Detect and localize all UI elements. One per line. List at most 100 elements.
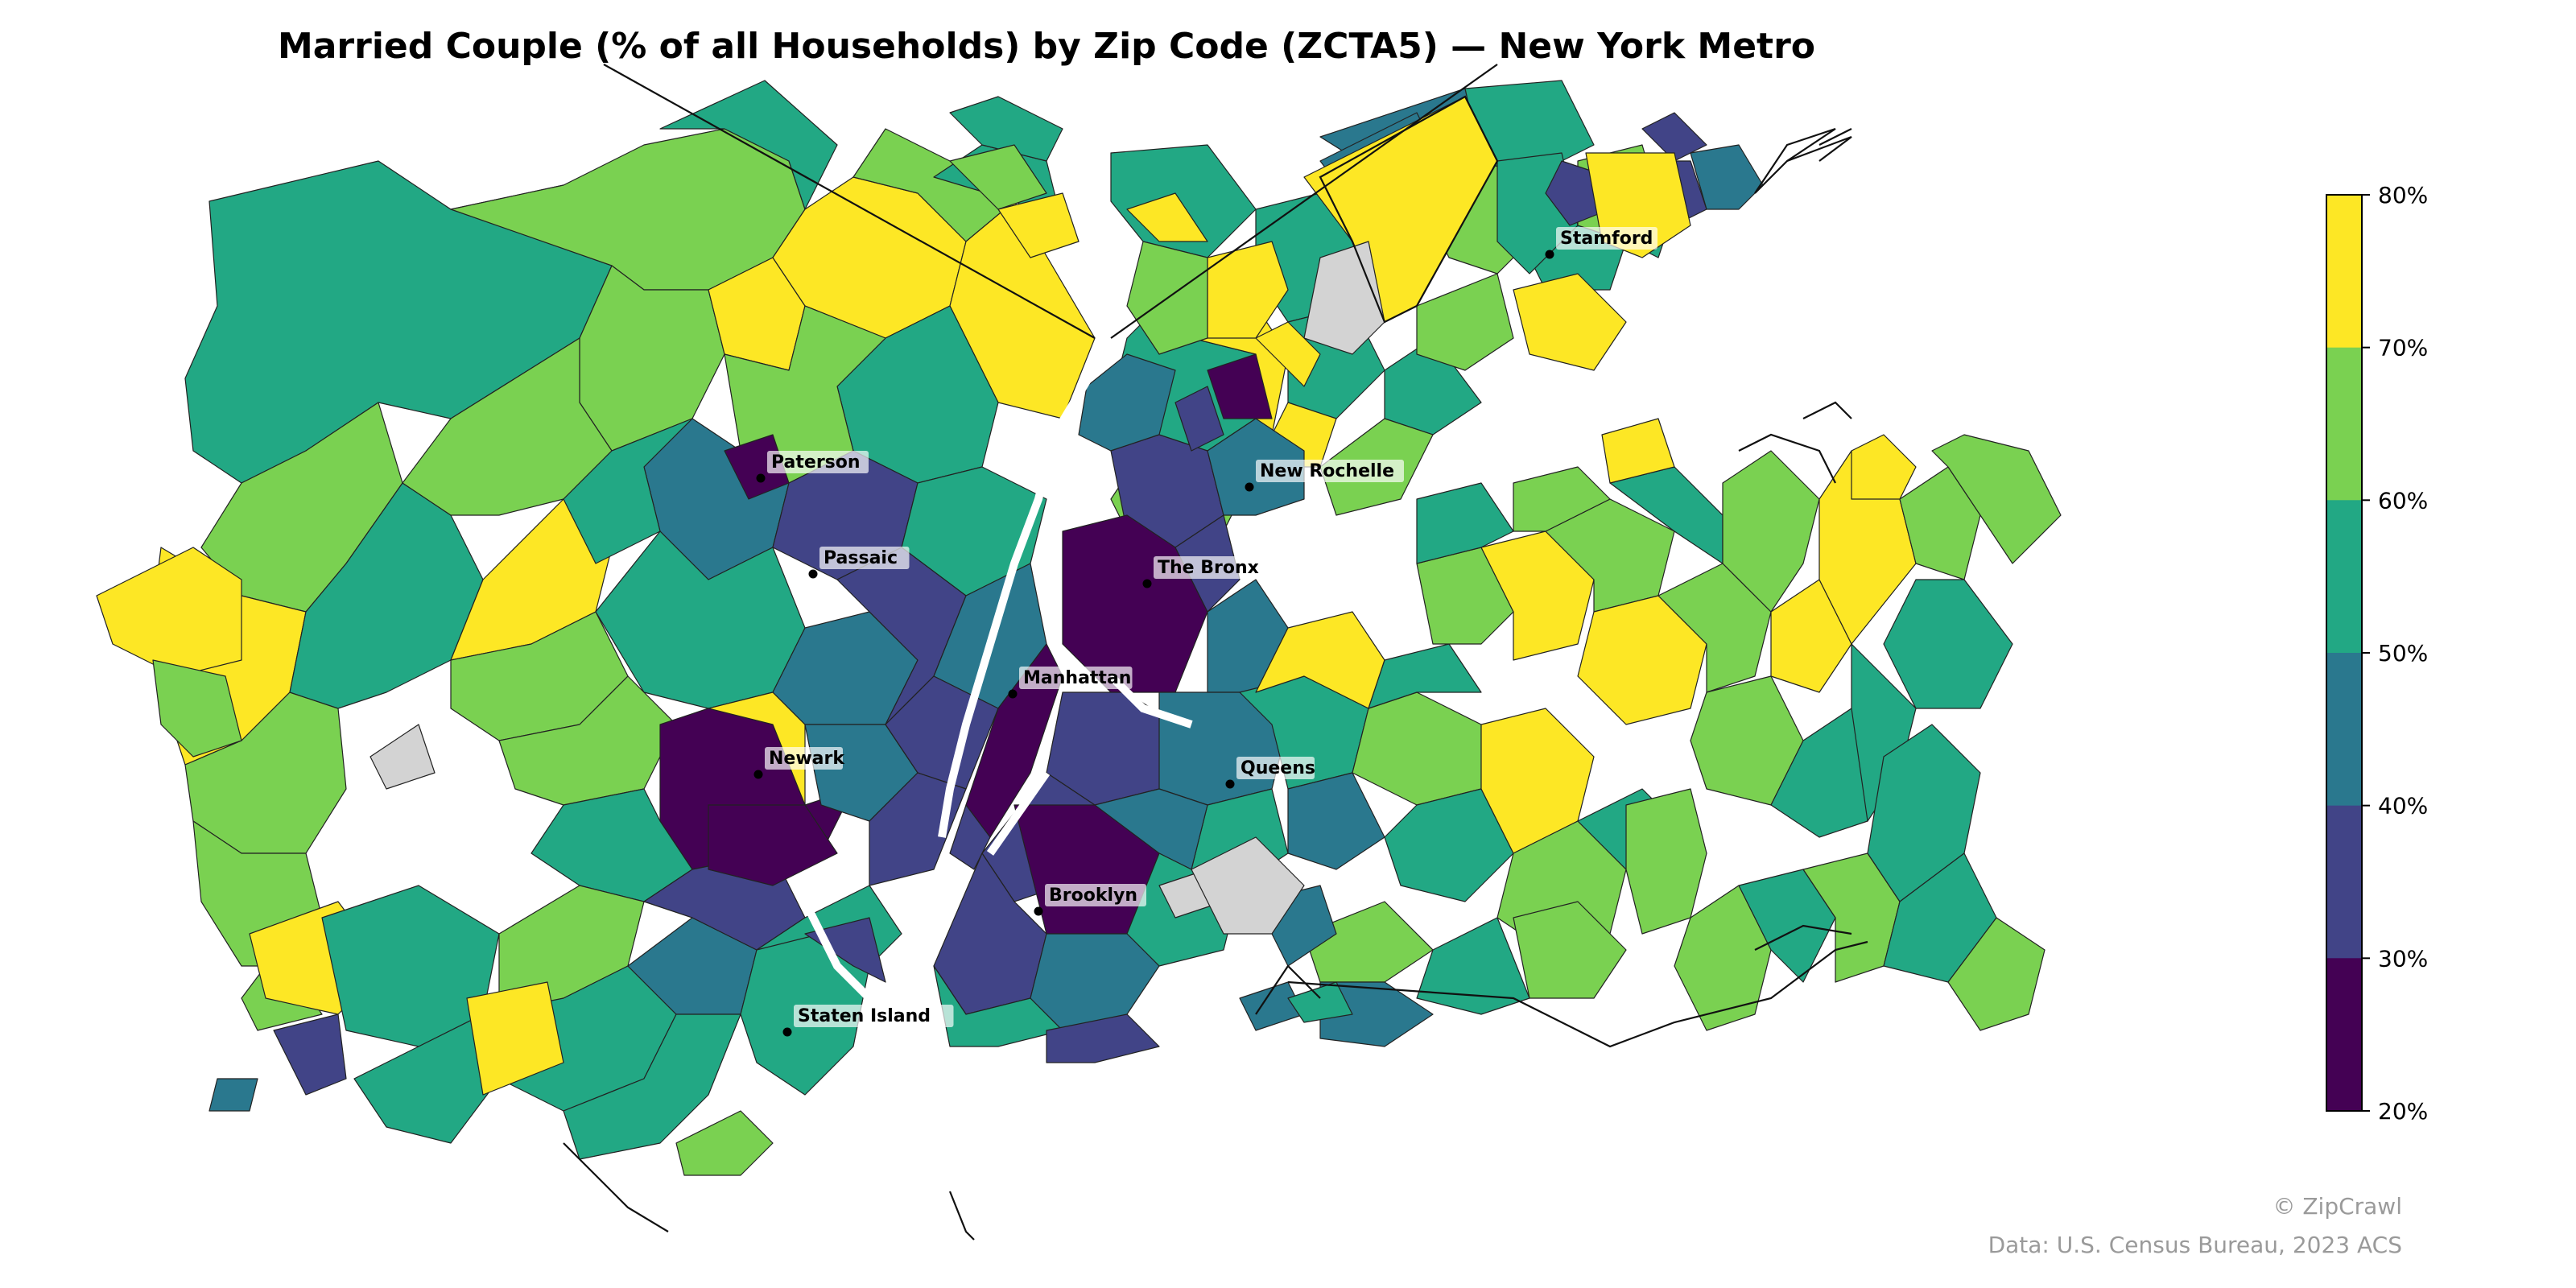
zip-region: [1368, 643, 1482, 709]
place-marker: [1142, 579, 1152, 588]
place-label-bg: [767, 451, 869, 473]
zip-region: [208, 1078, 258, 1112]
zip-region: [949, 804, 991, 870]
boundary-line: [1818, 128, 1852, 146]
place-label: Paterson: [771, 452, 861, 473]
zip-region: [1641, 112, 1707, 162]
zip-region: [1416, 917, 1530, 1015]
boundary-line: [1287, 940, 1868, 1048]
zip-region: [1303, 901, 1434, 983]
place-label: Manhattan: [1023, 668, 1131, 688]
boundary-line: [1786, 135, 1852, 163]
data-source-credit: Data: U.S. Census Bureau, 2023 ACS: [1988, 1232, 2402, 1258]
colorbar-tick-label: 80%: [2378, 182, 2428, 208]
zip-region: [1416, 273, 1514, 371]
place-label-bg: [1019, 667, 1133, 689]
zip-region: [1513, 273, 1627, 371]
place-marker: [808, 569, 818, 579]
zip-region: [1690, 144, 1764, 210]
place-label: Stamford: [1560, 229, 1653, 249]
boundary-line: [948, 1191, 975, 1241]
map-title: Married Couple (% of all Households) by …: [277, 26, 1816, 67]
place-label-bg: [1045, 884, 1146, 906]
zip-region: [675, 1110, 774, 1176]
boundary-lines: [563, 64, 1868, 1241]
boundary-line: [1319, 95, 1499, 324]
zip-region: [1416, 482, 1514, 564]
zip-region: [1947, 917, 2046, 1031]
colorbar-tick-label: 20%: [2378, 1098, 2428, 1125]
place-label: Newark: [769, 749, 845, 769]
boundary-line: [1754, 924, 1852, 951]
zip-region: [1126, 192, 1208, 242]
place-label: Staten Island: [798, 1006, 931, 1026]
colorbar-tick-label: 50%: [2378, 640, 2428, 667]
zip-region: [1851, 434, 1917, 500]
place-marker: [1034, 906, 1043, 916]
zip-region: [1513, 466, 1611, 532]
zip-region: [273, 1013, 347, 1096]
waterway: [938, 376, 1092, 838]
zip-region: [96, 547, 242, 677]
zip-region: [1191, 836, 1305, 935]
place-labels: Stamford Paterson New Rochelle Passaic The B…: [753, 227, 1657, 1037]
zip-region: [1931, 434, 2062, 564]
zip-region: [1899, 466, 1981, 580]
zip-region: [152, 659, 242, 758]
place-marker: [753, 770, 763, 779]
zip-region: [1738, 869, 1836, 983]
place-label: Queens: [1241, 758, 1315, 778]
place-marker: [1008, 689, 1018, 699]
place-label-bg: [1556, 227, 1657, 250]
boundary-line: [1754, 127, 1836, 194]
zip-region: [563, 1013, 741, 1160]
place-label: The Bronx: [1158, 558, 1259, 578]
zip-region: [1255, 321, 1321, 387]
zip-region: [1319, 981, 1434, 1047]
zip-region: [1287, 772, 1385, 870]
boundary-line: [1255, 964, 1321, 1015]
zip-region: [466, 981, 564, 1096]
boundary-line: [603, 64, 1096, 339]
place-marker: [756, 473, 766, 483]
colorbar-bin: [2326, 500, 2362, 654]
colorbar-bin: [2326, 347, 2362, 501]
waterway: [986, 770, 1051, 856]
place-label-bg: [819, 547, 910, 569]
zip-region: [1513, 901, 1627, 999]
zip-region: [1722, 450, 1820, 613]
place-marker: [782, 1027, 792, 1037]
place-label-bg: [1236, 757, 1315, 779]
zip-region: [1883, 579, 2013, 709]
zip-region: [1046, 1013, 1160, 1063]
colorbar-bin: [2326, 805, 2362, 959]
zip-region: [949, 144, 1047, 210]
colorbar-tick-label: 70%: [2378, 335, 2428, 361]
zip-region: [1207, 353, 1273, 419]
zip-region: [1770, 579, 1852, 693]
zip-region: [708, 804, 838, 886]
zip-region: [1174, 386, 1224, 452]
place-label: Passaic: [824, 548, 898, 568]
colorbar-bin: [2326, 958, 2362, 1112]
boundary-line: [1738, 433, 1836, 484]
zip-region: [869, 772, 967, 886]
zip-code-regions: [96, 80, 2062, 1176]
place-label-bg: [1256, 460, 1404, 482]
colorbar-tick-label: 40%: [2378, 793, 2428, 819]
waterway: [801, 899, 936, 1051]
colorbar-tick-label: 60%: [2378, 487, 2428, 514]
zip-region: [1601, 418, 1675, 484]
place-label-bg: [1154, 556, 1267, 579]
place-label: Brooklyn: [1049, 886, 1137, 906]
zip-region: [997, 192, 1080, 258]
zip-region: [1094, 788, 1208, 870]
place-label: New Rochelle: [1260, 461, 1394, 481]
zip-region: [949, 96, 1063, 162]
zip-region: [1287, 981, 1353, 1023]
boundary-line: [1110, 64, 1498, 339]
boundary-line: [1802, 401, 1852, 419]
place-label-bg: [765, 747, 843, 770]
